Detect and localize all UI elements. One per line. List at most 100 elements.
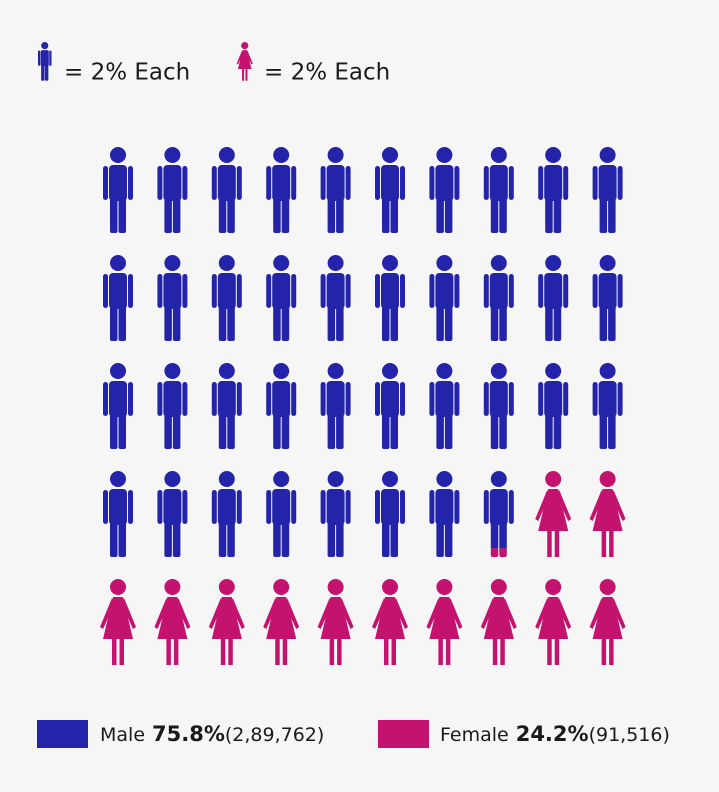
icon xyxy=(375,255,405,341)
icon xyxy=(157,147,188,233)
icon xyxy=(103,471,133,557)
icon-male xyxy=(266,147,297,233)
icon xyxy=(211,147,242,233)
icon-male xyxy=(320,255,351,341)
legend-swatch xyxy=(378,720,429,748)
icon xyxy=(429,147,460,233)
icon-male xyxy=(103,471,133,557)
icon-male xyxy=(483,147,514,233)
icon-male xyxy=(157,471,188,557)
icon-male xyxy=(266,471,297,557)
icon-female xyxy=(535,579,572,665)
icon-male xyxy=(429,363,460,449)
icon xyxy=(592,147,623,233)
icon xyxy=(157,363,188,449)
icon-male xyxy=(211,147,242,233)
icon-female xyxy=(208,579,245,665)
icon xyxy=(483,147,514,233)
icon xyxy=(266,255,297,341)
key-icon xyxy=(38,42,52,81)
legend-label: Male 75.8%(2,89,762) xyxy=(100,722,324,746)
icon-female xyxy=(535,471,572,557)
icon xyxy=(483,363,514,449)
icon xyxy=(211,471,242,557)
icon-male xyxy=(375,471,405,557)
icon-male xyxy=(375,255,405,341)
icon-male xyxy=(103,147,133,233)
icon xyxy=(100,579,136,665)
icon xyxy=(538,147,569,233)
icon xyxy=(538,255,569,341)
icon-male xyxy=(592,147,623,233)
icon-male xyxy=(483,363,514,449)
legend-name: Male xyxy=(100,724,145,746)
icon xyxy=(211,255,242,341)
icon-male xyxy=(103,363,133,449)
icon-male xyxy=(592,255,623,341)
legend-name: Female xyxy=(440,724,509,746)
icon xyxy=(103,147,133,233)
icon xyxy=(592,363,623,449)
icon xyxy=(208,579,245,665)
icon xyxy=(372,579,408,665)
icon xyxy=(429,255,460,341)
icon xyxy=(266,147,297,233)
icon xyxy=(103,363,133,449)
icon xyxy=(589,471,626,557)
legend-label: Female 24.2%(91,516) xyxy=(440,722,670,746)
legend-value: 75.8% xyxy=(152,722,225,746)
icon xyxy=(157,471,188,557)
icon xyxy=(375,363,405,449)
icon-female xyxy=(263,579,300,665)
icon-female xyxy=(372,579,408,665)
icon-male xyxy=(320,471,351,557)
icon xyxy=(320,255,351,341)
icon-male xyxy=(375,363,405,449)
icon-male xyxy=(483,255,514,341)
icon-female xyxy=(154,579,191,665)
icon-male xyxy=(103,255,133,341)
icon-male xyxy=(211,471,242,557)
legend-count: (91,516) xyxy=(589,724,670,746)
icon-male xyxy=(483,471,514,549)
icon-male xyxy=(157,363,188,449)
icon xyxy=(211,363,242,449)
icon xyxy=(535,471,572,557)
icon xyxy=(263,579,300,665)
icon-male xyxy=(211,363,242,449)
icon xyxy=(483,255,514,341)
icon xyxy=(320,147,351,233)
icon xyxy=(429,363,460,449)
icon xyxy=(426,579,463,665)
icon-female xyxy=(589,579,626,665)
icon-male xyxy=(320,363,351,449)
icon xyxy=(103,255,133,341)
icon-male xyxy=(429,255,460,341)
icon-female xyxy=(317,579,354,665)
icon xyxy=(538,363,569,449)
icon-male xyxy=(266,363,297,449)
icon xyxy=(154,579,191,665)
icon xyxy=(266,471,297,557)
icon xyxy=(535,579,572,665)
icon-male xyxy=(429,471,460,557)
icon-female xyxy=(589,471,626,557)
icon-male xyxy=(266,255,297,341)
icon-male xyxy=(429,147,460,233)
key-label: = 2% Each xyxy=(64,60,190,86)
key-icon xyxy=(236,42,253,81)
icon-male xyxy=(211,255,242,341)
icon-male xyxy=(538,255,569,341)
icon-male xyxy=(375,147,405,233)
icon xyxy=(320,471,351,557)
icon xyxy=(480,579,517,665)
icon-female xyxy=(490,548,507,557)
icon xyxy=(266,363,297,449)
icon-male xyxy=(538,147,569,233)
icon xyxy=(317,579,354,665)
icon xyxy=(483,471,514,557)
icon xyxy=(592,255,623,341)
icon-male xyxy=(157,147,188,233)
legend-value: 24.2% xyxy=(516,722,589,746)
